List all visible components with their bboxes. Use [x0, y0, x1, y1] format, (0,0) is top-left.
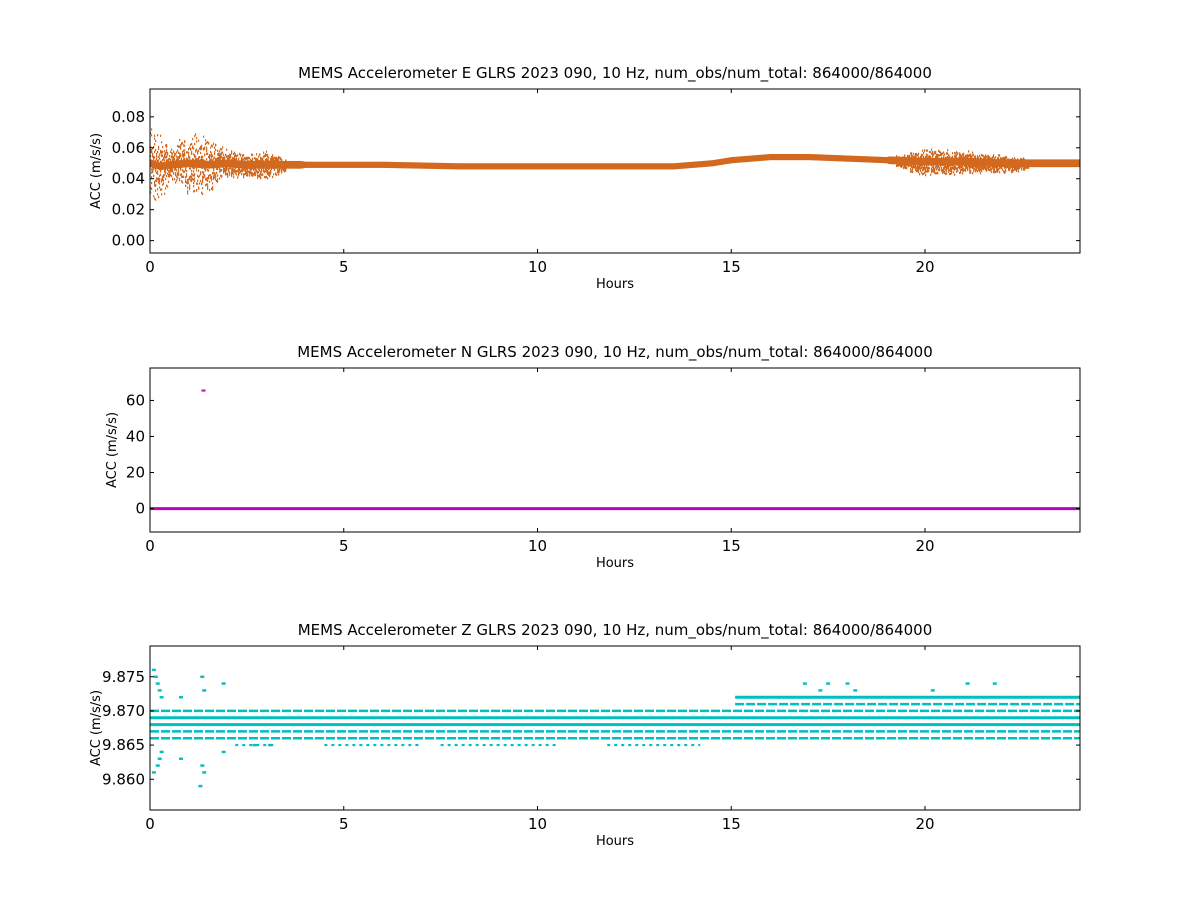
chart-title: MEMS Accelerometer Z GLRS 2023 090, 10 H… [298, 621, 933, 640]
y-axis-label: ACC (m/s/s) [105, 412, 120, 488]
scatter-point-13 [202, 771, 207, 774]
plot-area [150, 389, 1080, 511]
scatter-point-15 [179, 696, 183, 699]
subplot-1: 0 5 10 15 20 0.00 0.02 0.04 0.06 0.08 MEMS Acceler… [89, 64, 1081, 292]
scatter-point-8 [157, 757, 162, 760]
scatter-point-26 [965, 682, 970, 685]
chart-title: MEMS Accelerometer N GLRS 2023 090, 10 H… [297, 343, 933, 362]
x-tick-label: 5 [339, 258, 349, 276]
y-tick-label: 9.875 [102, 668, 145, 686]
scatter-point-5 [159, 696, 164, 699]
y-tick-label: 0.06 [112, 139, 145, 157]
scatter-point-2 [153, 675, 158, 678]
scatter-point-1 [151, 668, 156, 672]
subplot-2: 0 5 10 15 20 0 20 40 60 MEMS Accelerometer N GLRS… [105, 343, 1081, 571]
y-tick-label: 0 [135, 500, 145, 518]
series-e-scatter [150, 128, 1080, 201]
x-tick-label: 10 [528, 258, 547, 276]
x-tick-label: 20 [915, 258, 934, 276]
scatter-point-18 [221, 750, 226, 754]
x-tick-label: 15 [722, 258, 741, 276]
x-tick-label: 15 [722, 815, 741, 833]
scatter-point-20 [252, 743, 257, 747]
subplot-3: 0 5 10 15 20 9.860 9.865 9.870 9.875 MEMS Acceler… [89, 621, 1081, 849]
plot-area [150, 128, 1080, 201]
y-tick-label: 20 [126, 464, 145, 482]
scatter-point-14 [200, 764, 205, 767]
chart-title: MEMS Accelerometer E GLRS 2023 090, 10 H… [298, 64, 932, 83]
y-tick-label: 0.08 [112, 108, 145, 126]
scatter-point-25 [853, 689, 858, 692]
scatter-point-27 [992, 682, 997, 685]
y-tick-label: 0.00 [112, 232, 145, 250]
x-axis-label: Hours [596, 556, 634, 571]
x-tick-label: 0 [145, 258, 155, 276]
y-tick-label: 9.870 [102, 702, 145, 720]
scatter-point-11 [202, 689, 207, 692]
y-tick-label: 0.04 [112, 170, 145, 188]
x-tick-label: 0 [145, 815, 155, 833]
scatter-point-17 [221, 682, 226, 685]
x-tick-label: 10 [528, 537, 547, 555]
y-tick-label: 9.860 [102, 770, 145, 788]
y-tick-label: 0.02 [112, 201, 145, 219]
scatter-point-6 [151, 771, 156, 774]
axes-frame [149, 645, 1081, 811]
scatter-point-7 [155, 764, 160, 767]
scatter-point-16 [179, 757, 183, 760]
scatter-point-4 [157, 689, 162, 692]
scatter-point-21 [802, 682, 807, 685]
outlier-point-1 [201, 389, 206, 392]
y-tick-label: 60 [126, 391, 145, 409]
axes-frame [149, 367, 1081, 533]
y-axis-label: ACC (m/s/s) [89, 133, 104, 209]
scatter-point-22 [826, 682, 831, 685]
y-tick-label: 9.865 [102, 736, 145, 754]
scatter-point-12 [198, 784, 203, 788]
x-tick-label: 20 [915, 537, 934, 555]
scatter-point-23 [845, 682, 850, 685]
y-axis-label: ACC (m/s/s) [89, 690, 104, 766]
scatter-point-9 [159, 750, 164, 754]
scatter-point-19 [268, 743, 273, 747]
x-tick-label: 5 [339, 537, 349, 555]
x-tick-label: 0 [145, 537, 155, 555]
scatter-point-24 [818, 689, 823, 692]
plot-area [150, 668, 1080, 788]
scatter-point-28 [930, 689, 935, 692]
x-tick-label: 20 [915, 815, 934, 833]
x-axis-label: Hours [596, 277, 634, 292]
scatter-point-10 [200, 675, 205, 678]
x-tick-label: 10 [528, 815, 547, 833]
x-axis-label: Hours [596, 834, 634, 849]
axes-frame [149, 88, 1081, 254]
x-tick-label: 15 [722, 537, 741, 555]
x-tick-label: 5 [339, 815, 349, 833]
scatter-point-3 [155, 682, 160, 685]
y-tick-label: 40 [126, 427, 145, 445]
